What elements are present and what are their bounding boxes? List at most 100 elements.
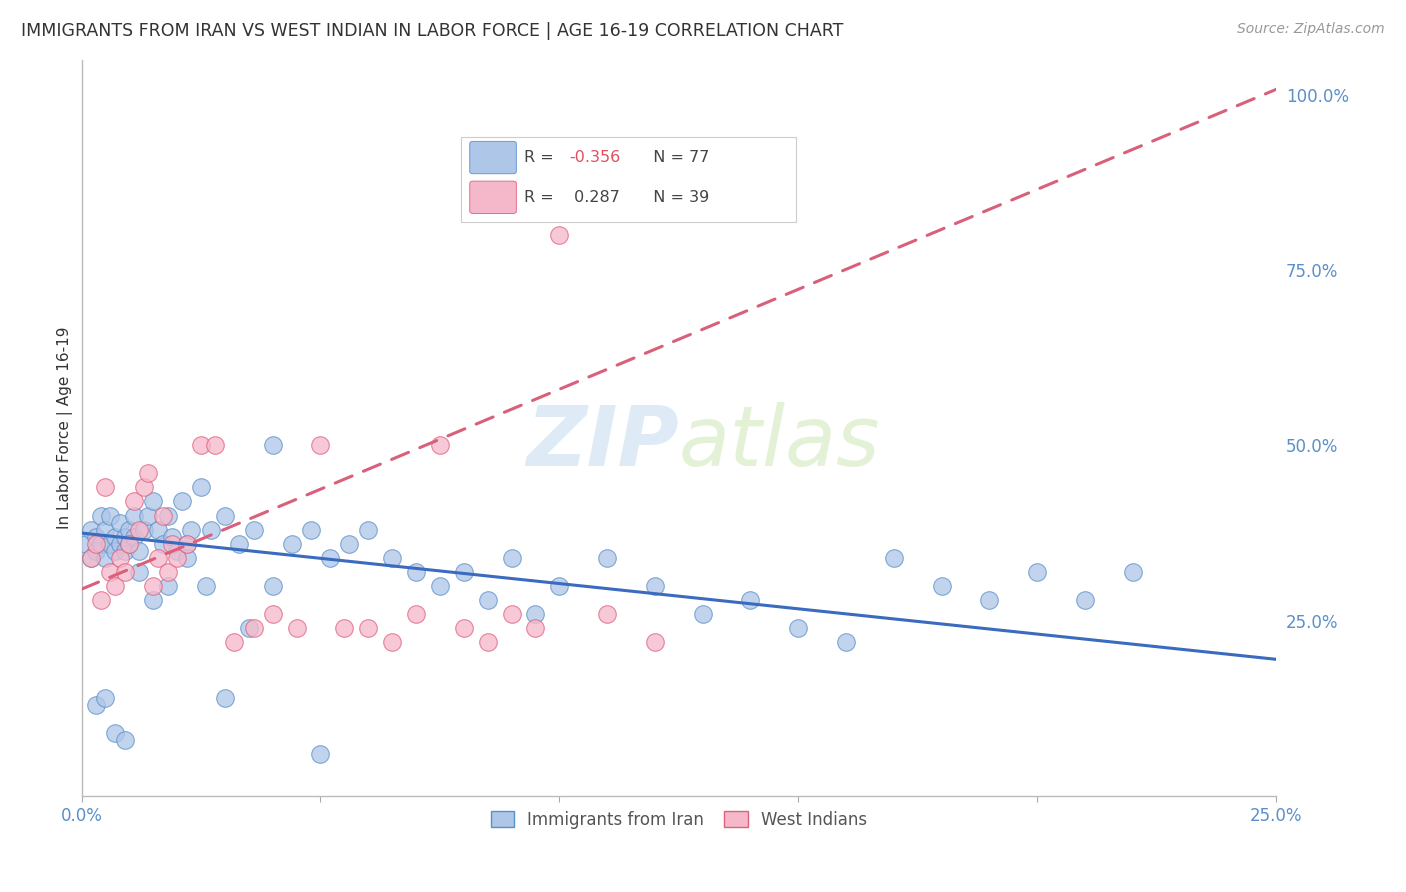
- Text: -0.356: -0.356: [569, 150, 620, 165]
- Point: [835, 634, 858, 648]
- Point: [319, 550, 342, 565]
- Text: ZIP: ZIP: [526, 402, 679, 483]
- FancyBboxPatch shape: [461, 137, 796, 221]
- Point: [176, 536, 198, 550]
- Point: [108, 550, 131, 565]
- Point: [75, 536, 97, 550]
- Point: [104, 530, 127, 544]
- Point: [80, 550, 103, 565]
- Point: [94, 523, 117, 537]
- Point: [979, 592, 1001, 607]
- Point: [156, 565, 179, 579]
- Point: [281, 536, 304, 550]
- Point: [740, 592, 762, 607]
- Point: [644, 579, 666, 593]
- Point: [84, 543, 107, 558]
- Point: [477, 634, 499, 648]
- Point: [108, 536, 131, 550]
- Point: [309, 747, 332, 761]
- Point: [190, 438, 212, 452]
- Point: [176, 550, 198, 565]
- Point: [132, 480, 155, 494]
- Point: [104, 543, 127, 558]
- Point: [1026, 565, 1049, 579]
- Point: [142, 494, 165, 508]
- Point: [104, 726, 127, 740]
- Point: [548, 227, 571, 242]
- Point: [146, 550, 169, 565]
- Point: [146, 523, 169, 537]
- Point: [162, 530, 184, 544]
- Text: R =: R =: [523, 190, 558, 205]
- Point: [357, 621, 380, 635]
- Point: [142, 579, 165, 593]
- Point: [228, 536, 250, 550]
- Point: [84, 536, 107, 550]
- Point: [90, 508, 112, 523]
- Point: [1074, 592, 1097, 607]
- Point: [94, 550, 117, 565]
- Point: [122, 494, 145, 508]
- Point: [596, 607, 619, 621]
- Point: [142, 592, 165, 607]
- Point: [524, 607, 547, 621]
- FancyBboxPatch shape: [470, 141, 516, 174]
- Point: [122, 508, 145, 523]
- Point: [118, 523, 141, 537]
- Point: [122, 530, 145, 544]
- Point: [128, 543, 150, 558]
- Point: [156, 508, 179, 523]
- Point: [242, 523, 264, 537]
- Point: [104, 579, 127, 593]
- Point: [299, 523, 322, 537]
- Point: [118, 536, 141, 550]
- Point: [381, 550, 404, 565]
- Point: [381, 634, 404, 648]
- Point: [309, 438, 332, 452]
- Point: [524, 621, 547, 635]
- Point: [166, 550, 188, 565]
- Point: [262, 607, 284, 621]
- Point: [333, 621, 356, 635]
- Text: N = 77: N = 77: [643, 150, 710, 165]
- Point: [94, 690, 117, 705]
- Point: [405, 565, 427, 579]
- Point: [114, 733, 136, 747]
- Point: [931, 579, 953, 593]
- Point: [194, 579, 217, 593]
- Point: [114, 565, 136, 579]
- Point: [98, 508, 121, 523]
- Text: IMMIGRANTS FROM IRAN VS WEST INDIAN IN LABOR FORCE | AGE 16-19 CORRELATION CHART: IMMIGRANTS FROM IRAN VS WEST INDIAN IN L…: [21, 22, 844, 40]
- FancyBboxPatch shape: [470, 181, 516, 213]
- Legend: Immigrants from Iran, West Indians: Immigrants from Iran, West Indians: [484, 805, 873, 836]
- Point: [114, 543, 136, 558]
- Point: [429, 438, 451, 452]
- Point: [138, 508, 160, 523]
- Point: [176, 536, 198, 550]
- Point: [152, 536, 174, 550]
- Point: [357, 523, 380, 537]
- Text: atlas: atlas: [679, 402, 880, 483]
- Point: [501, 550, 523, 565]
- Point: [1122, 565, 1144, 579]
- Point: [128, 523, 150, 537]
- Point: [405, 607, 427, 621]
- Point: [453, 565, 475, 579]
- Point: [883, 550, 905, 565]
- Point: [214, 508, 236, 523]
- Point: [94, 480, 117, 494]
- Point: [98, 565, 121, 579]
- Point: [224, 634, 246, 648]
- Point: [132, 523, 155, 537]
- Point: [692, 607, 714, 621]
- Point: [453, 621, 475, 635]
- Point: [596, 550, 619, 565]
- Point: [262, 438, 284, 452]
- Point: [787, 621, 810, 635]
- Point: [285, 621, 308, 635]
- Point: [118, 536, 141, 550]
- Point: [429, 579, 451, 593]
- Point: [162, 536, 184, 550]
- Point: [548, 579, 571, 593]
- Point: [90, 536, 112, 550]
